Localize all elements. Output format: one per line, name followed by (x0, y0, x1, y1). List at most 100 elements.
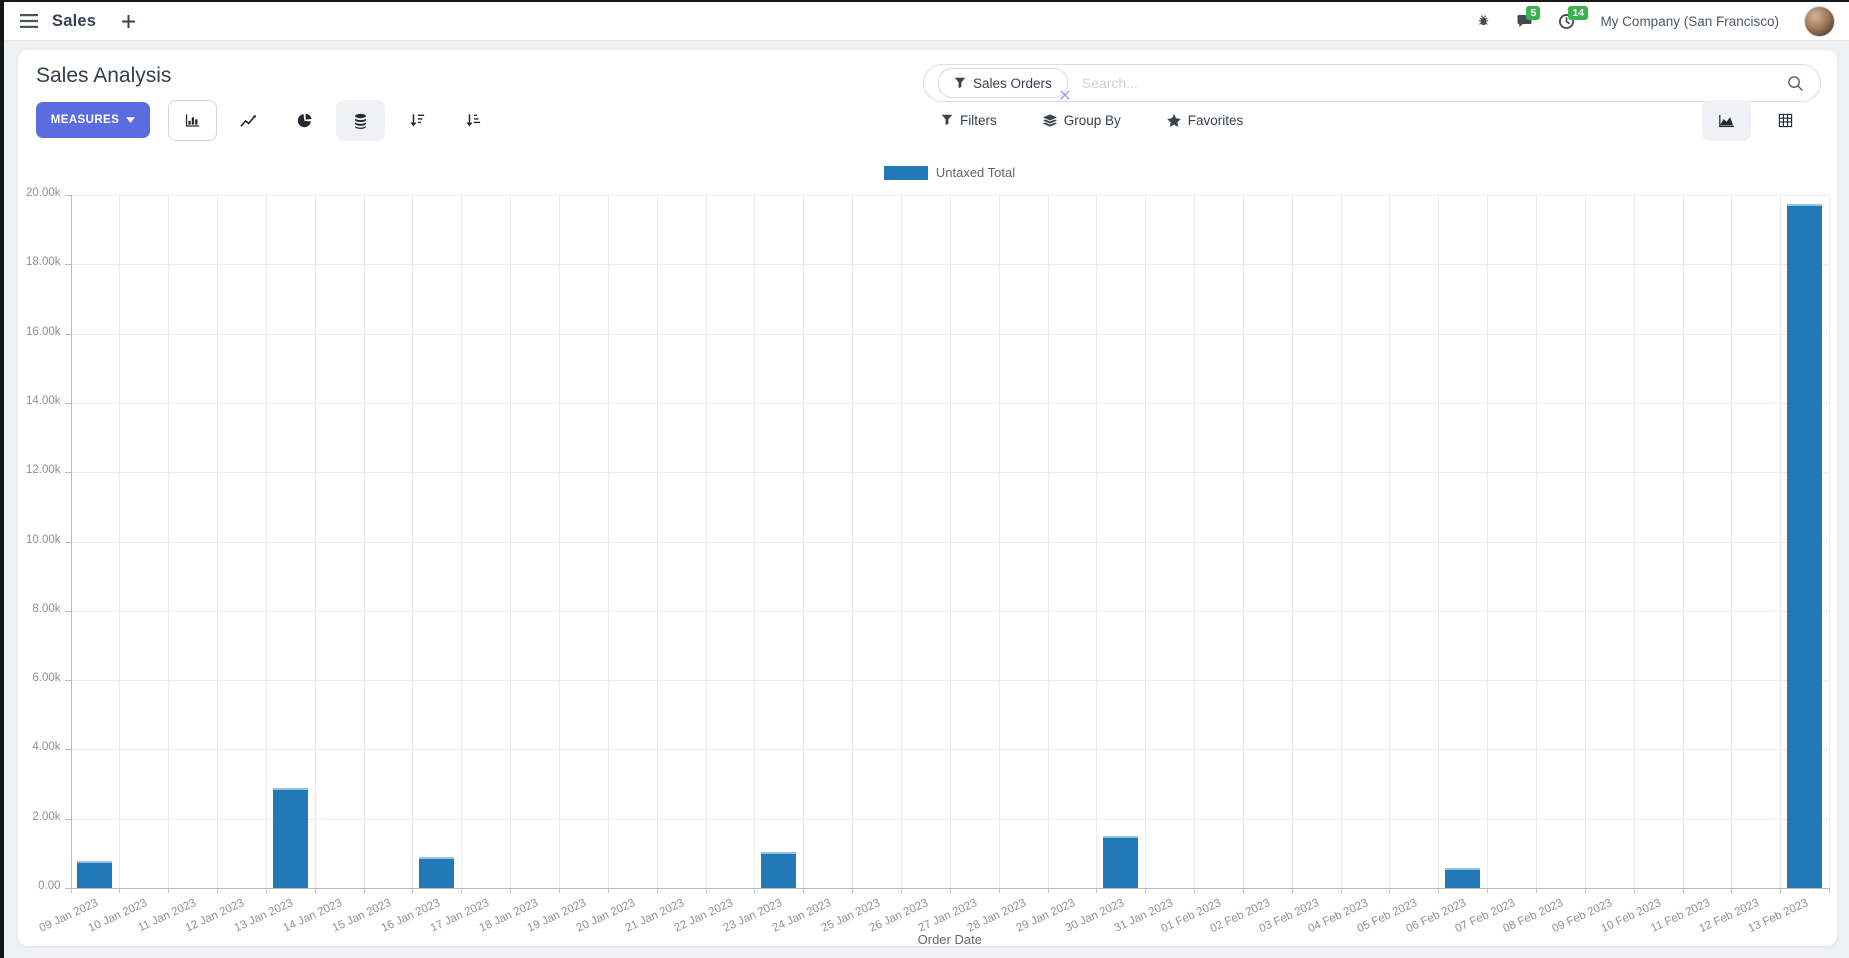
x-axis-tick (705, 888, 707, 893)
gridline-v (1682, 195, 1684, 888)
bar-16-jan-2023[interactable] (419, 857, 455, 888)
gridline-v (559, 195, 560, 888)
x-axis-tick (265, 888, 267, 893)
chart-legend: Untaxed Total (70, 165, 1829, 180)
view-switcher (1702, 100, 1810, 141)
pie-chart-button[interactable] (280, 100, 329, 141)
chart-plot: 20.00k 18.00k 16.00k 14.00k 12.00k 10.00k 8.00… (18, 152, 1837, 947)
bar-23-jan-2023[interactable] (761, 851, 797, 888)
search-facet-sales-orders[interactable]: Sales Orders (938, 68, 1068, 98)
search-icon[interactable] (1787, 75, 1804, 92)
app-name[interactable]: Sales (52, 11, 97, 30)
sort-ascending-button[interactable] (448, 100, 497, 141)
user-avatar[interactable] (1804, 5, 1835, 37)
chart-region: Untaxed Total 20.00k 18.00k 16.00k 14.00k 12… (18, 152, 1837, 947)
gridline-v (314, 195, 316, 888)
x-axis-tick (1047, 888, 1049, 893)
search-input[interactable]: Search... (1081, 75, 1138, 91)
plus-icon[interactable] (122, 14, 136, 28)
gridline-v (1242, 195, 1244, 888)
y-axis-label: 18.00k (25, 256, 61, 269)
sort-descending-button[interactable] (392, 100, 441, 141)
favorites-menu[interactable]: Favorites (1167, 112, 1244, 128)
search-facet-label: Sales Orders (973, 75, 1052, 91)
gridline-v (265, 195, 267, 888)
gridline-v (998, 195, 1000, 888)
gridline-v (168, 195, 170, 888)
y-axis-tick (64, 333, 71, 335)
x-axis-tick (607, 888, 609, 893)
filters-label: Filters (960, 112, 997, 128)
y-axis-label: 6.00k (32, 672, 61, 685)
navbar-right: 5 14 My Company (San Francisco) (1476, 5, 1849, 37)
x-axis-tick (314, 888, 316, 893)
y-axis-tick (64, 888, 71, 889)
x-axis-tick (461, 888, 463, 893)
x-axis-tick (1096, 888, 1098, 893)
y-axis-tick (64, 264, 71, 266)
measures-button[interactable]: MEASURES (36, 102, 150, 138)
bar-30-jan-2023[interactable] (1103, 836, 1139, 888)
search-bar[interactable]: Sales Orders Search... (923, 64, 1821, 102)
gridline-v (754, 195, 756, 888)
gridline-v (1389, 195, 1391, 888)
gridline-v (803, 195, 805, 888)
y-axis-tick (64, 195, 71, 196)
legend-swatch (883, 165, 928, 180)
gridline-v (607, 195, 609, 888)
gridline-v (1829, 195, 1831, 888)
debug-icon[interactable] (1476, 14, 1491, 29)
page-title: Sales Analysis (36, 64, 172, 87)
bar-06-feb-2023[interactable] (1445, 867, 1481, 888)
x-axis-tick (900, 888, 902, 893)
facet-close-icon[interactable] (1060, 90, 1070, 100)
gridline-v (412, 195, 414, 888)
line-chart-button[interactable] (224, 100, 273, 141)
x-axis-tick (412, 888, 414, 893)
x-axis-tick (363, 888, 365, 893)
x-axis-tick (168, 888, 170, 893)
star-icon (1167, 113, 1181, 127)
x-axis-tick (1194, 888, 1196, 893)
activities-clock-icon[interactable]: 14 (1558, 5, 1589, 30)
filters-funnel-icon (941, 114, 953, 126)
bar-chart-button[interactable] (168, 100, 217, 141)
x-axis-tick (1340, 888, 1342, 893)
y-axis-label: 14.00k (25, 394, 61, 407)
y-axis-tick (64, 749, 71, 751)
y-axis-label: 8.00k (32, 602, 61, 615)
messages-icon[interactable]: 5 (1516, 6, 1541, 29)
top-navbar: Sales 5 14 My Company (San Francisco) (4, 2, 1849, 41)
gridline-v (1145, 195, 1147, 888)
gridline-v (1536, 195, 1537, 888)
gridline-v (1487, 195, 1489, 888)
company-name[interactable]: My Company (San Francisco) (1600, 13, 1779, 29)
x-axis-tick (70, 888, 72, 893)
gridline-v (119, 195, 121, 888)
group-by-menu[interactable]: Group By (1042, 113, 1121, 128)
x-axis-tick (1731, 888, 1733, 893)
filters-menu[interactable]: Filters (941, 113, 997, 128)
bar-09-jan-2023[interactable] (77, 860, 113, 888)
x-axis-tick (510, 888, 512, 893)
graph-view-button[interactable] (1702, 100, 1751, 141)
gridline-v (1340, 195, 1342, 888)
x-axis-tick (1145, 888, 1147, 893)
favorites-label: Favorites (1187, 112, 1244, 128)
stacked-toggle-button[interactable] (336, 100, 385, 141)
x-axis-tick (1438, 888, 1440, 893)
bar-13-jan-2023[interactable] (272, 787, 308, 888)
x-axis-tick (1242, 888, 1244, 893)
gridline-v (852, 195, 854, 888)
x-axis-tick (998, 888, 1000, 893)
apps-menu-icon[interactable] (20, 14, 38, 28)
legend-item-untaxed-total[interactable]: Untaxed Total (883, 165, 1015, 180)
y-axis-label: 16.00k (25, 325, 61, 338)
pivot-view-button[interactable] (1761, 100, 1810, 141)
x-axis-tick (1487, 888, 1489, 893)
gridline-v (949, 195, 951, 888)
gridline-v (900, 195, 902, 888)
gridline-v (1731, 195, 1733, 888)
bar-13-feb-2023[interactable] (1787, 204, 1823, 888)
